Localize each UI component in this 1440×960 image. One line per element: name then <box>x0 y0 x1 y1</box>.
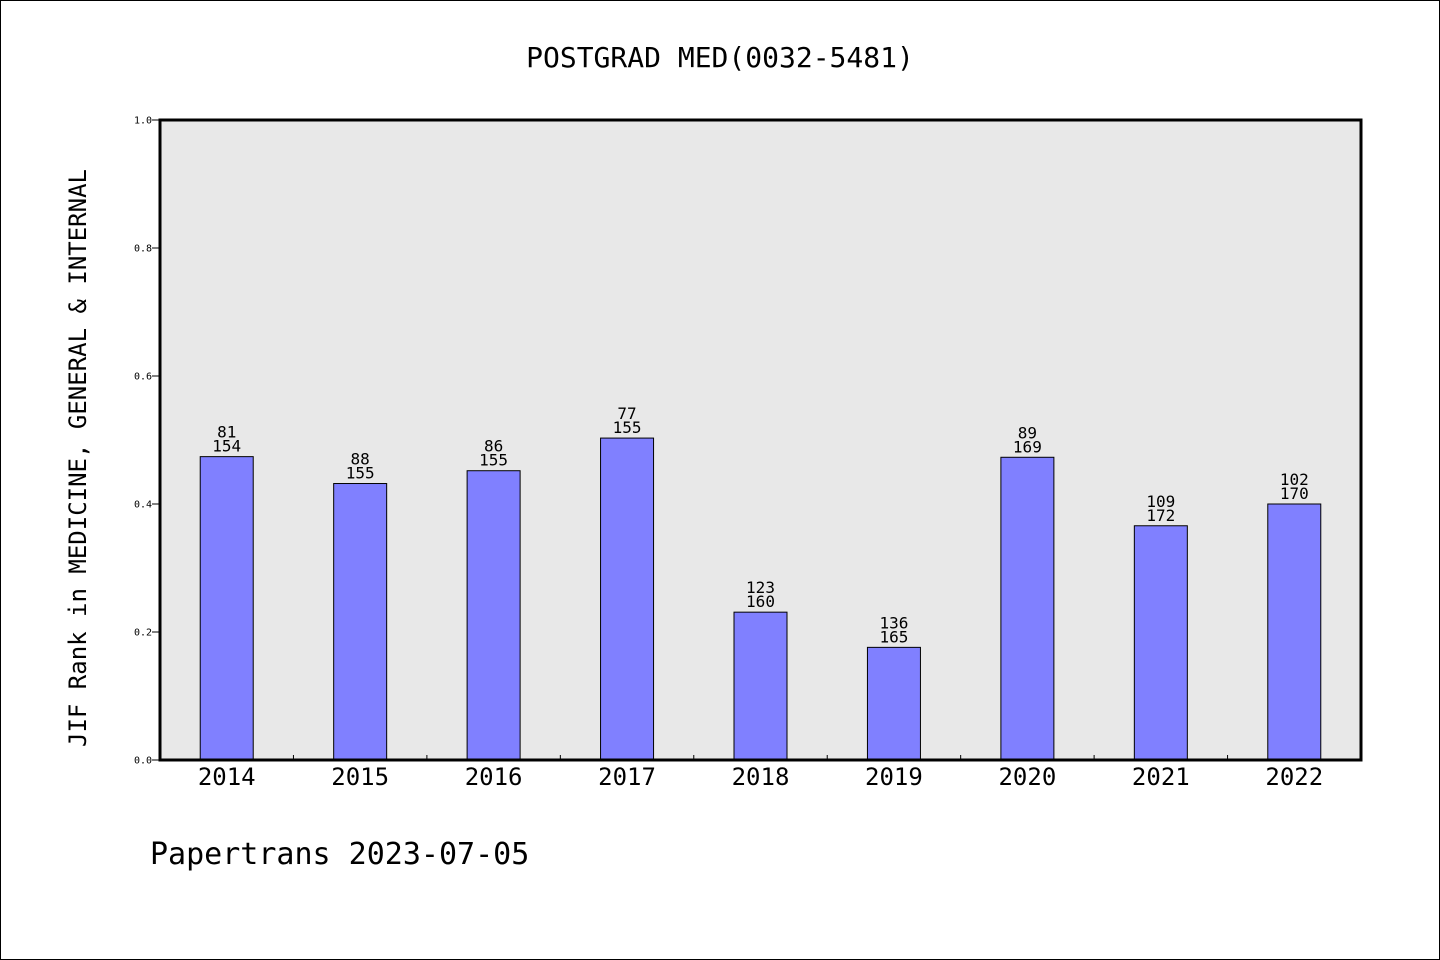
plot-border <box>158 118 1363 762</box>
bar <box>199 456 254 761</box>
bar-total-label: 155 <box>479 451 508 470</box>
x-tick-label: 2020 <box>998 763 1056 791</box>
bar-total-label: 170 <box>1280 484 1309 503</box>
bar <box>733 611 788 761</box>
bar <box>600 437 655 761</box>
bar <box>1133 525 1188 761</box>
bar <box>1000 456 1055 761</box>
bar <box>1267 503 1322 761</box>
y-tick-label: 0.8 <box>134 244 152 255</box>
bar-rank-label: 86 <box>484 437 503 456</box>
bar-total-label: 155 <box>346 464 375 483</box>
bar-rank-label: 77 <box>617 404 636 423</box>
y-tick-label: 0.4 <box>134 500 152 511</box>
x-tick-label: 2022 <box>1265 763 1323 791</box>
bar-rank-label: 136 <box>879 613 908 632</box>
bar-total-label: 172 <box>1146 506 1175 525</box>
bar-rank-label: 81 <box>217 423 236 442</box>
y-tick-label: 0.2 <box>134 628 152 639</box>
y-tick-label: 1.0 <box>134 116 152 127</box>
y-axis: 0.0 0.2 0.4 0.6 0.8 1.0 <box>134 116 160 767</box>
bar-rank-label: 102 <box>1280 470 1309 489</box>
x-tick-label: 2015 <box>331 763 389 791</box>
bar-rank-label: 123 <box>746 578 775 597</box>
y-tick-label: 0.6 <box>134 372 152 383</box>
y-axis-label: JIF Rank in MEDICINE, GENERAL & INTERNAL <box>64 169 92 747</box>
x-tick-label: 2019 <box>865 763 923 791</box>
x-tick-label: 2018 <box>732 763 790 791</box>
x-tick-label: 2017 <box>598 763 656 791</box>
bar <box>333 483 388 761</box>
footer-credit: Papertrans 2023-07-05 <box>150 837 529 872</box>
bar-rank-label: 109 <box>1146 492 1175 511</box>
x-axis: 2014 2015 2016 2017 2018 2019 2020 2021 2022 <box>198 755 1323 791</box>
bar <box>866 646 921 761</box>
bar-total-label: 154 <box>212 437 241 456</box>
bars: 8115488155861557715512316013616589169109… <box>199 404 1322 761</box>
bar-rank-label: 89 <box>1018 423 1037 442</box>
chart-title: POSTGRAD MED(0032-5481) <box>526 41 914 74</box>
bar-total-label: 165 <box>879 627 908 646</box>
bar-total-label: 155 <box>613 418 642 437</box>
x-tick-label: 2014 <box>198 763 256 791</box>
bar-total-label: 169 <box>1013 437 1042 456</box>
bar <box>466 470 521 761</box>
bar-rank-label: 88 <box>351 450 370 469</box>
x-tick-label: 2021 <box>1132 763 1190 791</box>
x-tick-label: 2016 <box>465 763 523 791</box>
y-tick-label: 0.0 <box>134 756 152 767</box>
bar-total-label: 160 <box>746 592 775 611</box>
